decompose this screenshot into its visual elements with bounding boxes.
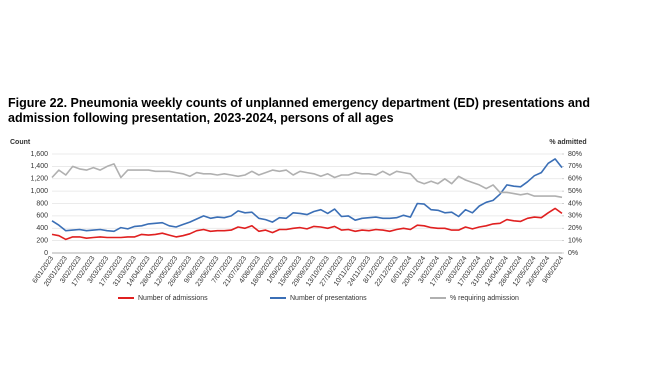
data-line	[51, 163, 563, 199]
data-line	[51, 207, 563, 241]
y2-tick-label: 10%	[568, 237, 582, 244]
y-tick-label: 1,400	[30, 163, 48, 170]
y2-tick-label: 70%	[568, 163, 582, 170]
y2-axis-label: % admitted	[549, 139, 586, 146]
y-tick-label: 600	[36, 213, 48, 220]
y2-tick-label: 30%	[568, 213, 582, 220]
y2-tick-label: 50%	[568, 188, 582, 195]
data-line	[51, 158, 563, 233]
y-tick-label: 400	[36, 225, 48, 232]
y-tick-label: 0	[44, 250, 48, 257]
y-tick-label: 200	[36, 237, 48, 244]
y2-tick-label: 40%	[568, 200, 582, 207]
y-tick-label: 800	[36, 200, 48, 207]
y2-tick-label: 80%	[568, 151, 582, 158]
y-tick-label: 1,600	[30, 151, 48, 158]
y-axis-label: Count	[10, 139, 31, 146]
chart-title: Figure 22. Pneumonia weekly counts of un…	[8, 96, 591, 125]
y2-tick-label: 20%	[568, 225, 582, 232]
legend-label: % requiring admission	[450, 295, 519, 302]
y2-tick-label: 0%	[568, 250, 578, 257]
y2-tick-label: 60%	[568, 176, 582, 183]
legend-label: Number of admissions	[138, 295, 208, 302]
y-tick-label: 1,000	[30, 188, 48, 195]
legend-label: Number of presentations	[290, 295, 367, 302]
y-tick-label: 1,200	[30, 176, 48, 183]
